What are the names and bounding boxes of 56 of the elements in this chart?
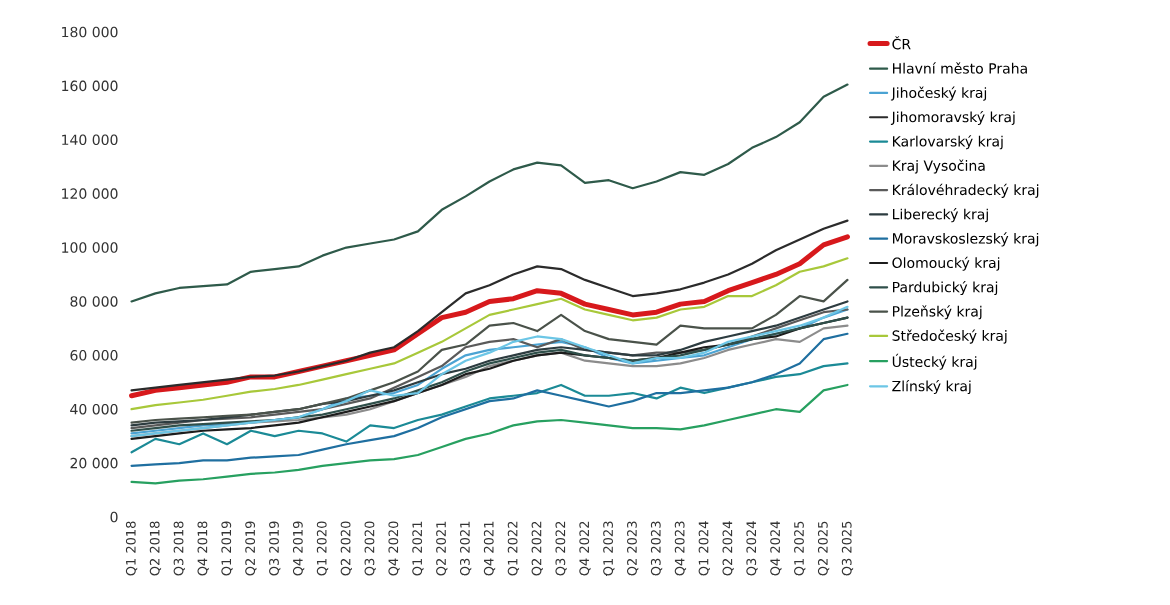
legend-label: ČR — [892, 36, 911, 50]
x-tick-label: Q2 2025 — [817, 521, 830, 576]
y-tick-label: 100 000 — [62, 242, 118, 253]
x-tick-label: Q4 2021 — [483, 521, 496, 576]
y-tick-label: 160 000 — [62, 80, 118, 92]
x-tick-label: Q2 2023 — [627, 521, 639, 576]
x-tick-label: Q4 2019 — [292, 521, 305, 576]
x-tick-label: Q1 2023 — [603, 521, 615, 576]
x-tick-label: Q1 2020 — [316, 521, 329, 576]
legend-label: Královéhradecký kraj — [893, 183, 1039, 198]
x-tick-label: Q3 2018 — [173, 521, 185, 576]
x-tick-label: Q2 2019 — [245, 521, 257, 576]
y-tick-label: 120 000 — [62, 188, 118, 199]
legend-label: Pardubický kraj — [893, 280, 998, 296]
x-tick-label: Q4 2023 — [674, 521, 687, 576]
y-tick-label: 20 000 — [70, 457, 118, 469]
x-tick-label: Q2 2018 — [149, 521, 162, 576]
legend-label: Kraj Vysočina — [893, 159, 985, 174]
x-tick-label: Q1 2022 — [507, 521, 520, 576]
x-tick-label: Q2 2024 — [722, 521, 734, 576]
x-tick-label: Q4 2022 — [579, 521, 591, 576]
x-tick-label: Q2 2020 — [340, 521, 352, 576]
x-tick-label: Q3 2020 — [364, 521, 376, 576]
y-tick-label: 60 000 — [70, 350, 118, 361]
x-tick-label: Q3 2024 — [746, 521, 758, 576]
x-tick-label: Q4 2020 — [388, 521, 400, 576]
x-tick-label: Q1 2021 — [412, 521, 424, 576]
legend-label: Plzeňský kraj — [893, 305, 982, 320]
legend-label: Moravskoslezský kraj — [893, 232, 1039, 247]
x-tick-label: Q2 2022 — [531, 521, 543, 576]
legend-label: Jihomoravský kraj — [890, 110, 1015, 125]
x-tick-label: Q3 2019 — [269, 521, 281, 576]
x-tick-label: Q2 2021 — [436, 521, 448, 576]
x-tick-label: Q4 2024 — [770, 521, 782, 576]
x-tick-label: Q1 2019 — [221, 521, 233, 576]
legend-label: Hlavní město Praha — [893, 62, 1027, 74]
y-tick-label: 80 000 — [70, 296, 118, 307]
legend-label: Karlovarský kraj — [893, 135, 1003, 150]
y-tick-label: 140 000 — [62, 134, 118, 146]
x-tick-label: Q3 2022 — [555, 521, 567, 576]
legend-label: Ústecký kraj — [892, 353, 977, 370]
x-tick-label: Q3 2021 — [459, 521, 472, 576]
x-tick-label: Q3 2025 — [841, 521, 854, 576]
x-tick-label: Q1 2024 — [698, 521, 710, 576]
y-tick-label: 180 000 — [62, 26, 118, 38]
legend-label: Liberecký kraj — [893, 208, 988, 223]
x-tick-label: Q4 2018 — [197, 521, 209, 576]
legend-label: Zlínský kraj — [892, 379, 971, 395]
y-tick-label: 40 000 — [70, 403, 118, 415]
legend-label: Středočeský kraj — [892, 329, 1007, 344]
x-tick-label: Q3 2023 — [650, 521, 663, 576]
x-tick-label: Q1 2025 — [794, 521, 806, 576]
y-tick-label: 0 — [110, 511, 118, 523]
legend-label: Olomoucký kraj — [892, 256, 1000, 271]
x-tick-label: Q1 2018 — [125, 521, 138, 576]
legend-label: Jihočeský kraj — [890, 86, 987, 101]
